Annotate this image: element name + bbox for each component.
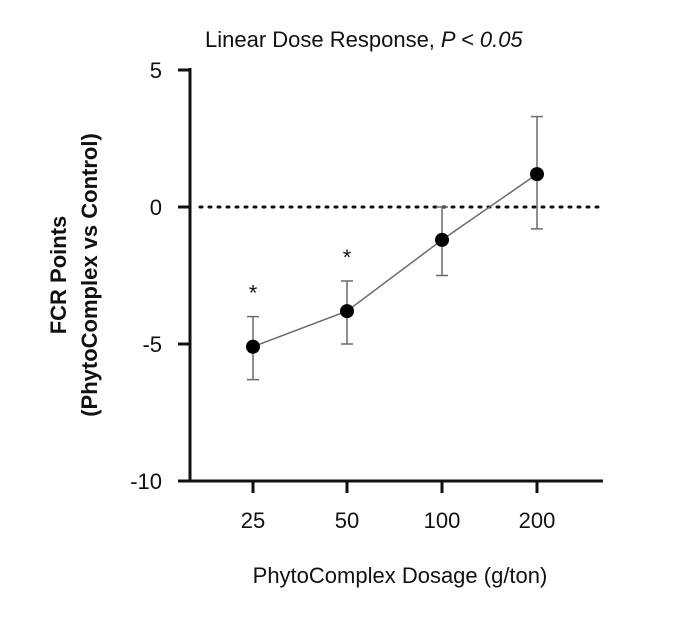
x-tick-label: 100 [424,508,461,533]
x-axis-label: PhytoComplex Dosage (g/ton) [253,563,548,588]
x-tick-label: 200 [519,508,556,533]
data-point [246,339,260,354]
chart-title-group: Linear Dose Response, P < 0.05 [205,27,523,52]
series-line [252,173,538,348]
significance-asterisk: * [343,245,352,270]
y-tick-label: 0 [150,195,162,220]
chart-title-text: Linear Dose Response, [205,27,435,52]
y-axis-label-line2: (PhytoComplex vs Control) [77,133,102,417]
chart-title: Linear Dose Response, P < 0.05 [205,27,523,52]
chart-title-stat: P < 0.05 [441,27,524,52]
y-tick-label: 5 [150,58,162,83]
significance-asterisk: * [249,281,258,306]
data-point [340,304,354,319]
y-axis-label-line1: FCR Points [46,216,71,335]
y-tick-label: -5 [142,332,162,357]
data-point [435,232,449,247]
x-tick-label: 25 [241,508,265,533]
data-point [530,167,544,182]
x-tick-label: 50 [335,508,359,533]
y-tick-label: -10 [130,469,162,494]
